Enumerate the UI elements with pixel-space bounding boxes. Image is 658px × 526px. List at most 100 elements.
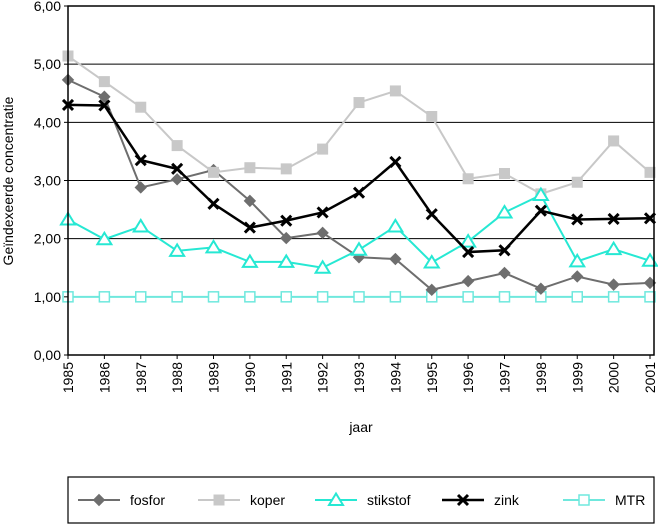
- data-point-fosfor: [607, 278, 620, 291]
- data-point-zink: [607, 212, 620, 225]
- data-point-koper: [499, 168, 510, 180]
- legend-item-stikstof: stikstof: [315, 491, 411, 508]
- legend: fosfor koper stikstof zink MTR: [78, 491, 645, 508]
- data-point-koper: [353, 97, 365, 109]
- y-tick-label: 3,00: [34, 173, 61, 189]
- data-point-mtr: [498, 291, 511, 303]
- data-point-zink: [389, 155, 402, 168]
- y-tick-label: 4,00: [34, 114, 61, 130]
- data-point-koper: [208, 166, 219, 178]
- x-tick-label: 1986: [96, 362, 112, 393]
- x-tick-label: 1996: [460, 362, 476, 393]
- data-point-koper: [244, 162, 256, 174]
- x-tick-label: 1991: [278, 362, 294, 393]
- data-point-koper: [317, 143, 329, 155]
- data-point-mtr: [607, 291, 620, 303]
- series-line-zink: [67, 103, 651, 254]
- data-point-mtr: [280, 291, 292, 303]
- data-point-fosfor: [534, 282, 548, 295]
- data-point-fosfor: [461, 274, 475, 288]
- data-point-fosfor: [498, 266, 511, 280]
- data-point-koper: [98, 76, 110, 88]
- y-tick-label: 5,00: [34, 56, 61, 72]
- y-tick-label: 6,00: [34, 0, 61, 14]
- data-point-zink: [352, 186, 366, 199]
- data-point-mtr: [135, 291, 147, 303]
- data-point-stikstof: [532, 186, 550, 202]
- series-koper: [62, 50, 656, 200]
- data-point-mtr: [244, 291, 256, 303]
- data-point-stikstof: [313, 259, 332, 274]
- x-tick-label: 1995: [424, 362, 440, 393]
- data-point-stikstof: [604, 240, 623, 256]
- x-tick-label: 2001: [642, 362, 658, 393]
- data-point-zink: [280, 214, 293, 227]
- x-tick-label: 1999: [569, 362, 585, 393]
- legend-label: zink: [494, 492, 520, 508]
- data-point-fosfor: [389, 252, 402, 266]
- series-zink: [61, 98, 657, 259]
- data-point-koper: [644, 166, 656, 178]
- data-point-mtr: [571, 291, 583, 303]
- legend-marker: [213, 494, 225, 506]
- data-point-zink: [316, 206, 329, 219]
- legend-label: koper: [250, 492, 285, 508]
- data-point-stikstof: [459, 233, 477, 248]
- legend-item-zink: zink: [442, 492, 520, 508]
- y-tick-label: 0,00: [34, 347, 61, 363]
- data-point-koper: [571, 176, 583, 188]
- legend-marker: [92, 493, 106, 507]
- data-point-mtr: [316, 291, 329, 303]
- data-point-stikstof: [277, 253, 296, 268]
- data-point-zink: [498, 244, 511, 257]
- data-point-fosfor: [425, 283, 438, 297]
- legend-item-mtr: MTR: [563, 492, 645, 508]
- data-point-mtr: [98, 291, 111, 303]
- y-axis-title: Geïndexeerde concentratie: [0, 96, 16, 265]
- data-point-zink: [134, 154, 147, 167]
- data-point-stikstof: [131, 218, 150, 233]
- y-tick-labels: 0,00 1,00 2,00 3,00 4,00 5,00 6,00: [34, 0, 68, 363]
- x-tick-labels: 1985 1986 1987 1988 1989 1990 1991 1992 1993 1994…: [60, 355, 658, 393]
- x-tick-label: 1993: [351, 362, 367, 393]
- legend-box: [67, 476, 655, 524]
- data-point-zink: [98, 99, 111, 112]
- x-tick-label: 1994: [387, 362, 403, 393]
- data-point-fosfor: [243, 194, 257, 208]
- data-point-fosfor: [134, 181, 147, 194]
- data-point-mtr: [171, 291, 183, 303]
- data-point-fosfor: [170, 173, 184, 186]
- data-point-koper: [171, 140, 183, 152]
- x-tick-label: 1985: [60, 362, 76, 393]
- legend-marker: [578, 494, 590, 506]
- data-point-koper: [426, 111, 438, 123]
- data-point-stikstof: [422, 254, 441, 269]
- y-tick-label: 2,00: [34, 231, 61, 247]
- data-point-mtr: [644, 291, 656, 303]
- x-tick-label: 1997: [497, 362, 513, 393]
- data-point-stikstof: [95, 230, 114, 246]
- data-point-fosfor: [316, 226, 329, 240]
- data-point-zink: [425, 208, 438, 221]
- x-tick-label: 1989: [206, 362, 222, 393]
- legend-marker: [327, 491, 345, 506]
- data-point-zink: [171, 162, 184, 175]
- data-point-stikstof: [568, 252, 587, 268]
- data-point-stikstof: [495, 204, 514, 219]
- data-point-zink: [462, 245, 475, 259]
- data-point-fosfor: [571, 270, 584, 283]
- data-point-koper: [280, 163, 292, 175]
- data-point-zink: [534, 204, 547, 217]
- x-tick-label: 1992: [315, 362, 331, 393]
- legend-label: MTR: [615, 492, 645, 508]
- series-stikstof: [59, 186, 658, 274]
- data-point-stikstof: [204, 238, 223, 254]
- data-point-mtr: [389, 291, 402, 303]
- data-point-mtr: [462, 291, 474, 303]
- x-axis-title: jaar: [348, 419, 373, 435]
- series-layer: [59, 50, 658, 303]
- data-point-mtr: [207, 291, 220, 303]
- series-line-koper: [67, 55, 651, 195]
- y-tick-label: 1,00: [34, 289, 61, 305]
- data-point-fosfor: [280, 231, 293, 245]
